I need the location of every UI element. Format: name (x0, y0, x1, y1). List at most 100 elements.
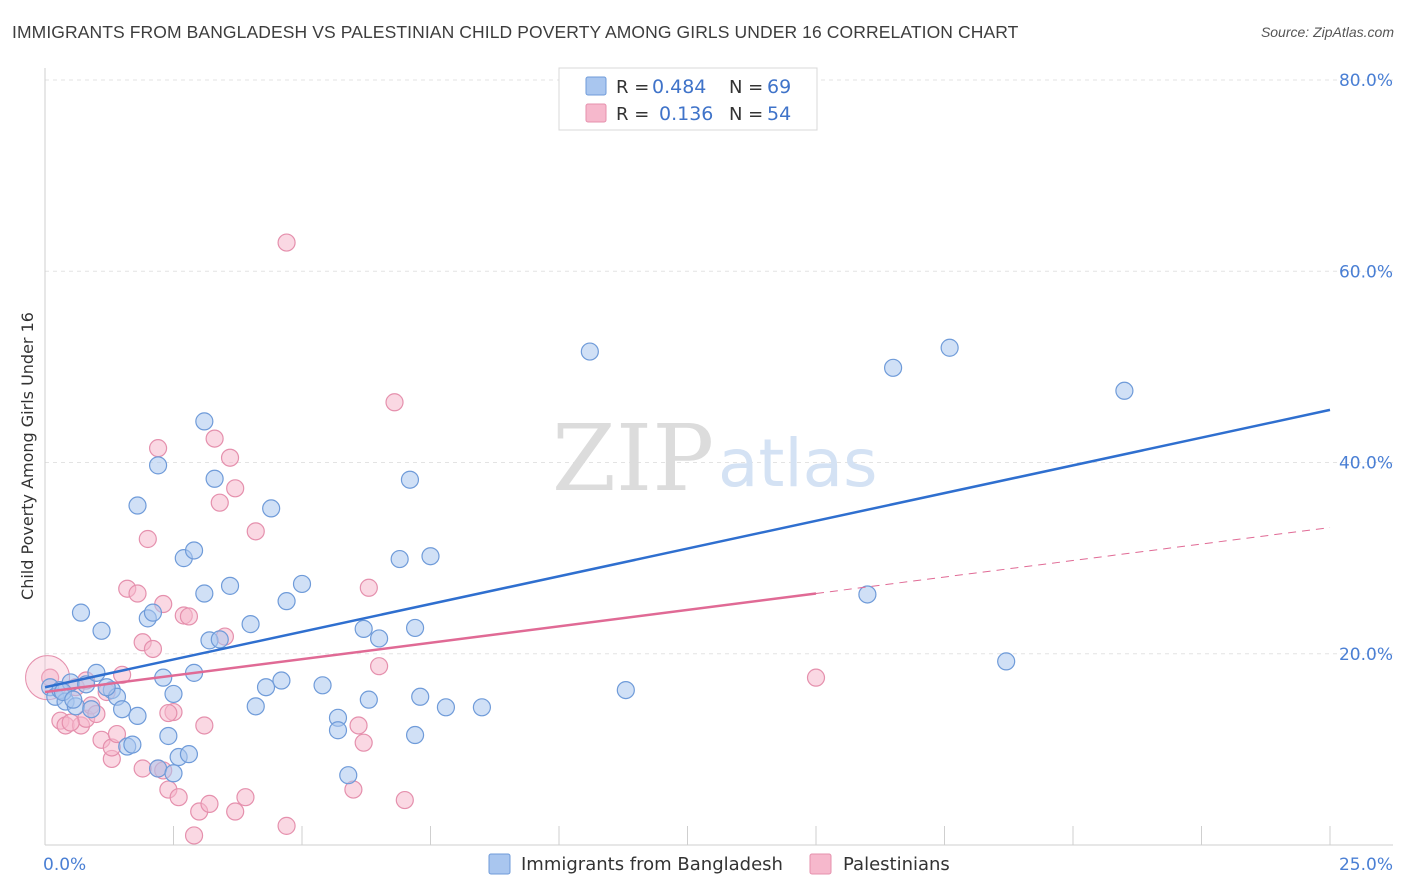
grid-lines (45, 79, 1393, 655)
palestinians-point-49 (395, 790, 414, 810)
bangladesh-point-35 (210, 630, 229, 649)
bangladesh-point-52 (400, 470, 420, 489)
palestinians-point-52 (133, 759, 152, 778)
palestinians-point-21 (148, 439, 168, 458)
palestinians-point-26 (169, 788, 188, 807)
bangladesh-point-56 (421, 547, 440, 566)
bangladesh-point-47 (339, 766, 358, 785)
bangladesh-point-40 (262, 499, 281, 518)
bangladesh-point-38 (246, 697, 265, 716)
palestinians-point-13 (107, 724, 127, 744)
bangladesh-point-31 (195, 412, 214, 431)
palestinians-point-46 (359, 578, 378, 597)
legend-r-label-pink: R = (616, 104, 649, 125)
bangladesh-point-20 (148, 759, 168, 778)
bangladesh-point-61 (858, 585, 877, 604)
palestinians-point-16 (128, 584, 147, 603)
y-tick-label-1: 40.0% (1339, 454, 1393, 474)
bangladesh-point-49 (359, 690, 378, 709)
palestinians-point-38 (226, 479, 245, 498)
bangladesh-point-15 (123, 735, 142, 754)
bottom-legend-label-blue[interactable]: Immigrants from Bangladesh (521, 854, 783, 875)
bangladesh-point-23 (159, 726, 178, 746)
palestinians-trend-line (44, 592, 817, 694)
bangladesh-point-41 (272, 671, 291, 690)
bangladesh-point-42 (277, 592, 296, 611)
legend-n-label-pink: N = (729, 104, 763, 125)
axes (44, 68, 1393, 846)
bangladesh-point-36 (220, 576, 240, 595)
legend-r-label-blue: R = (616, 77, 649, 98)
palestinians-point-29 (184, 826, 204, 845)
y-tick-label-3: 80.0% (1339, 71, 1393, 91)
bangladesh-point-67 (64, 690, 83, 709)
bangladesh-point-34 (205, 469, 224, 488)
bangladesh-point-58 (472, 698, 491, 717)
bangladesh-point-10 (92, 621, 111, 640)
palestinians-point-47 (370, 657, 389, 676)
bangladesh-point-65 (1115, 381, 1134, 400)
source-label: Source: ZipAtlas.com (1260, 24, 1394, 40)
palestinians-point-31 (195, 716, 214, 735)
palestinians-point-51 (61, 713, 80, 732)
palestinians-point-19 (143, 639, 163, 659)
bangladesh-point-21 (148, 456, 168, 475)
legend-r-value-pink: 0.136 (659, 103, 713, 125)
trend-lines (44, 408, 1331, 694)
palestinians-point-33 (205, 429, 224, 448)
bangladesh-point-50 (370, 629, 389, 648)
palestinians-point-28 (179, 607, 199, 626)
bangladesh-point-46 (328, 721, 348, 740)
bangladesh-point-32 (195, 584, 214, 603)
bangladesh-point-59 (580, 342, 599, 361)
palestinians-point-45 (354, 733, 373, 752)
bangladesh-point-9 (87, 663, 106, 682)
watermark: ZIP atlas (552, 405, 878, 512)
bangladesh-point-13 (112, 700, 132, 719)
top-legend: R = 0.484 N = 69 R = 0.136 N = 54 (558, 67, 818, 131)
bottom-legend-swatch-blue[interactable] (488, 853, 511, 875)
palestinians-point-50 (806, 668, 826, 687)
bangladesh-point-17 (128, 496, 147, 515)
bangladesh-points (41, 338, 1134, 785)
bangladesh-point-54 (405, 725, 425, 745)
bangladesh-point-62 (883, 358, 903, 377)
palestinians-points (25, 233, 826, 845)
palestinians-point-32 (200, 794, 219, 813)
legend-n-value-pink: 54 (767, 103, 791, 125)
bangladesh-point-57 (436, 698, 456, 717)
palestinians-point-42 (277, 233, 296, 252)
legend-n-label-blue: N = (729, 77, 763, 98)
y-tick-label-0: 20.0% (1339, 645, 1393, 665)
bangladesh-point-24 (164, 764, 183, 783)
y-tick-label-2: 60.0% (1339, 262, 1393, 282)
x-tick-label-1: 25.0% (1339, 855, 1393, 875)
palestinians-point-18 (138, 529, 157, 549)
bottom-legend-label-pink[interactable]: Palestinians (843, 854, 950, 875)
bangladesh-point-63 (940, 338, 959, 357)
bangladesh-point-64 (997, 652, 1016, 671)
chart-title: IMMIGRANTS FROM BANGLADESH VS PALESTINIA… (12, 22, 1019, 42)
bangladesh-point-37 (241, 615, 260, 634)
bangladesh-point-43 (292, 574, 312, 594)
bangladesh-point-39 (256, 678, 276, 697)
bangladesh-point-29 (184, 541, 204, 560)
palestinians-point-53 (159, 703, 178, 723)
watermark-atlas: atlas (718, 425, 878, 502)
bottom-legend-swatch-pink[interactable] (809, 853, 832, 875)
bangladesh-point-48 (354, 619, 373, 638)
legend-r-value-blue: 0.484 (652, 76, 706, 98)
bangladesh-point-28 (179, 745, 199, 764)
palestinians-point-40 (246, 522, 265, 541)
tick-labels: 20.0% 40.0% 60.0% 80.0% 0.0% 25.0% (43, 71, 1393, 875)
palestinians-point-44 (349, 716, 368, 735)
palestinians-point-48 (385, 393, 404, 412)
palestinians-point-39 (236, 788, 255, 807)
watermark-zip: ZIP (552, 405, 714, 512)
bangladesh-point-6 (71, 603, 91, 622)
bottom-legend: Immigrants from Bangladesh Palestinians (488, 853, 950, 875)
bangladesh-point-60 (616, 680, 635, 700)
bangladesh-point-68 (97, 678, 116, 697)
legend-swatch-blue (585, 76, 607, 96)
